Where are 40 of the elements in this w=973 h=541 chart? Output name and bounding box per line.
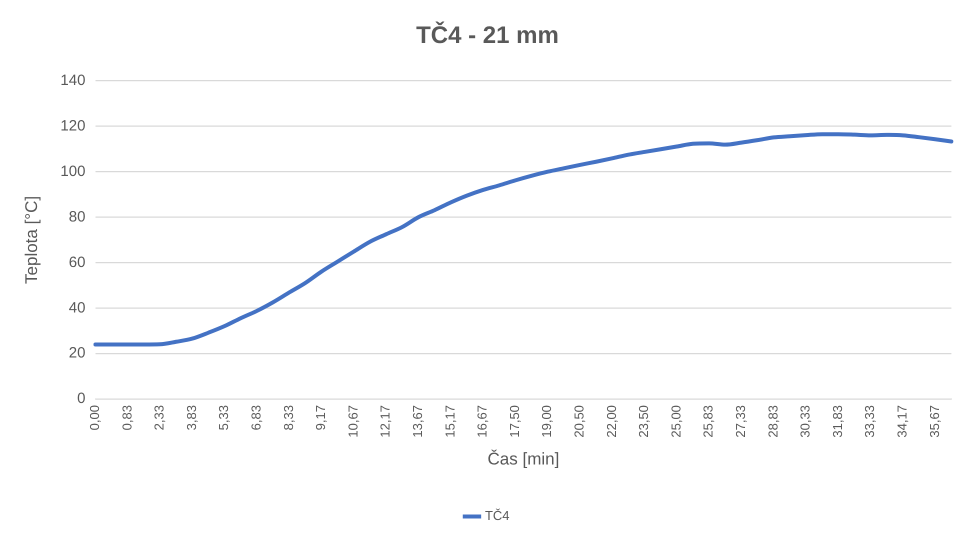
x-tick-label: 12,17 bbox=[378, 405, 393, 438]
y-tick-label: 40 bbox=[68, 299, 86, 316]
x-tick-label: 22,00 bbox=[604, 405, 619, 438]
y-tick-label: 60 bbox=[68, 254, 86, 271]
x-tick-label: 5,33 bbox=[216, 405, 232, 430]
x-tick-label: 3,83 bbox=[184, 405, 199, 430]
x-tick-label: 25,00 bbox=[668, 405, 684, 438]
x-tick-label: 33,33 bbox=[862, 405, 878, 438]
x-tick-label: 13,67 bbox=[410, 405, 426, 438]
x-tick-label: 28,83 bbox=[765, 405, 780, 438]
x-tick-label: 30,33 bbox=[798, 405, 813, 438]
x-tick-label: 10,67 bbox=[345, 405, 360, 438]
line-series bbox=[93, 132, 954, 347]
x-tick-label: 6,83 bbox=[248, 405, 264, 430]
x-tick-label: 16,67 bbox=[474, 405, 490, 438]
y-axis-title: Teplota [°C] bbox=[22, 196, 41, 284]
y-tick-label: 80 bbox=[68, 208, 86, 226]
x-tick-label: 0,00 bbox=[87, 405, 102, 430]
y-tick-label: 100 bbox=[60, 162, 86, 180]
x-tick-label: 15,17 bbox=[442, 405, 458, 438]
x-tick-label: 9,17 bbox=[313, 405, 328, 430]
chart-title: TČ4 - 21 mm bbox=[416, 21, 559, 50]
x-tick-label: 17,50 bbox=[506, 405, 522, 438]
y-tick-label: 20 bbox=[68, 344, 86, 362]
x-tick-label: 2,33 bbox=[152, 405, 167, 430]
y-tick-label: 0 bbox=[77, 390, 86, 408]
legend-label: TČ4 bbox=[484, 508, 510, 524]
x-tick-label: 20,50 bbox=[572, 405, 587, 438]
x-tick-label: 35,67 bbox=[926, 405, 942, 438]
x-tick-label: 8,33 bbox=[280, 405, 296, 430]
x-tick-label: 0,83 bbox=[119, 405, 134, 430]
x-tick-label: 34,17 bbox=[894, 405, 910, 438]
y-tick-label: 140 bbox=[60, 72, 86, 89]
x-axis-title: Čas [min] bbox=[488, 449, 560, 468]
x-tick-label: 31,83 bbox=[830, 405, 845, 438]
x-tick-label: 27,33 bbox=[733, 405, 748, 438]
y-tick-label: 120 bbox=[60, 117, 86, 134]
x-tick-label: 19,00 bbox=[539, 405, 554, 438]
x-tick-label: 23,50 bbox=[636, 405, 652, 438]
x-tick-label: 25,83 bbox=[700, 405, 716, 438]
